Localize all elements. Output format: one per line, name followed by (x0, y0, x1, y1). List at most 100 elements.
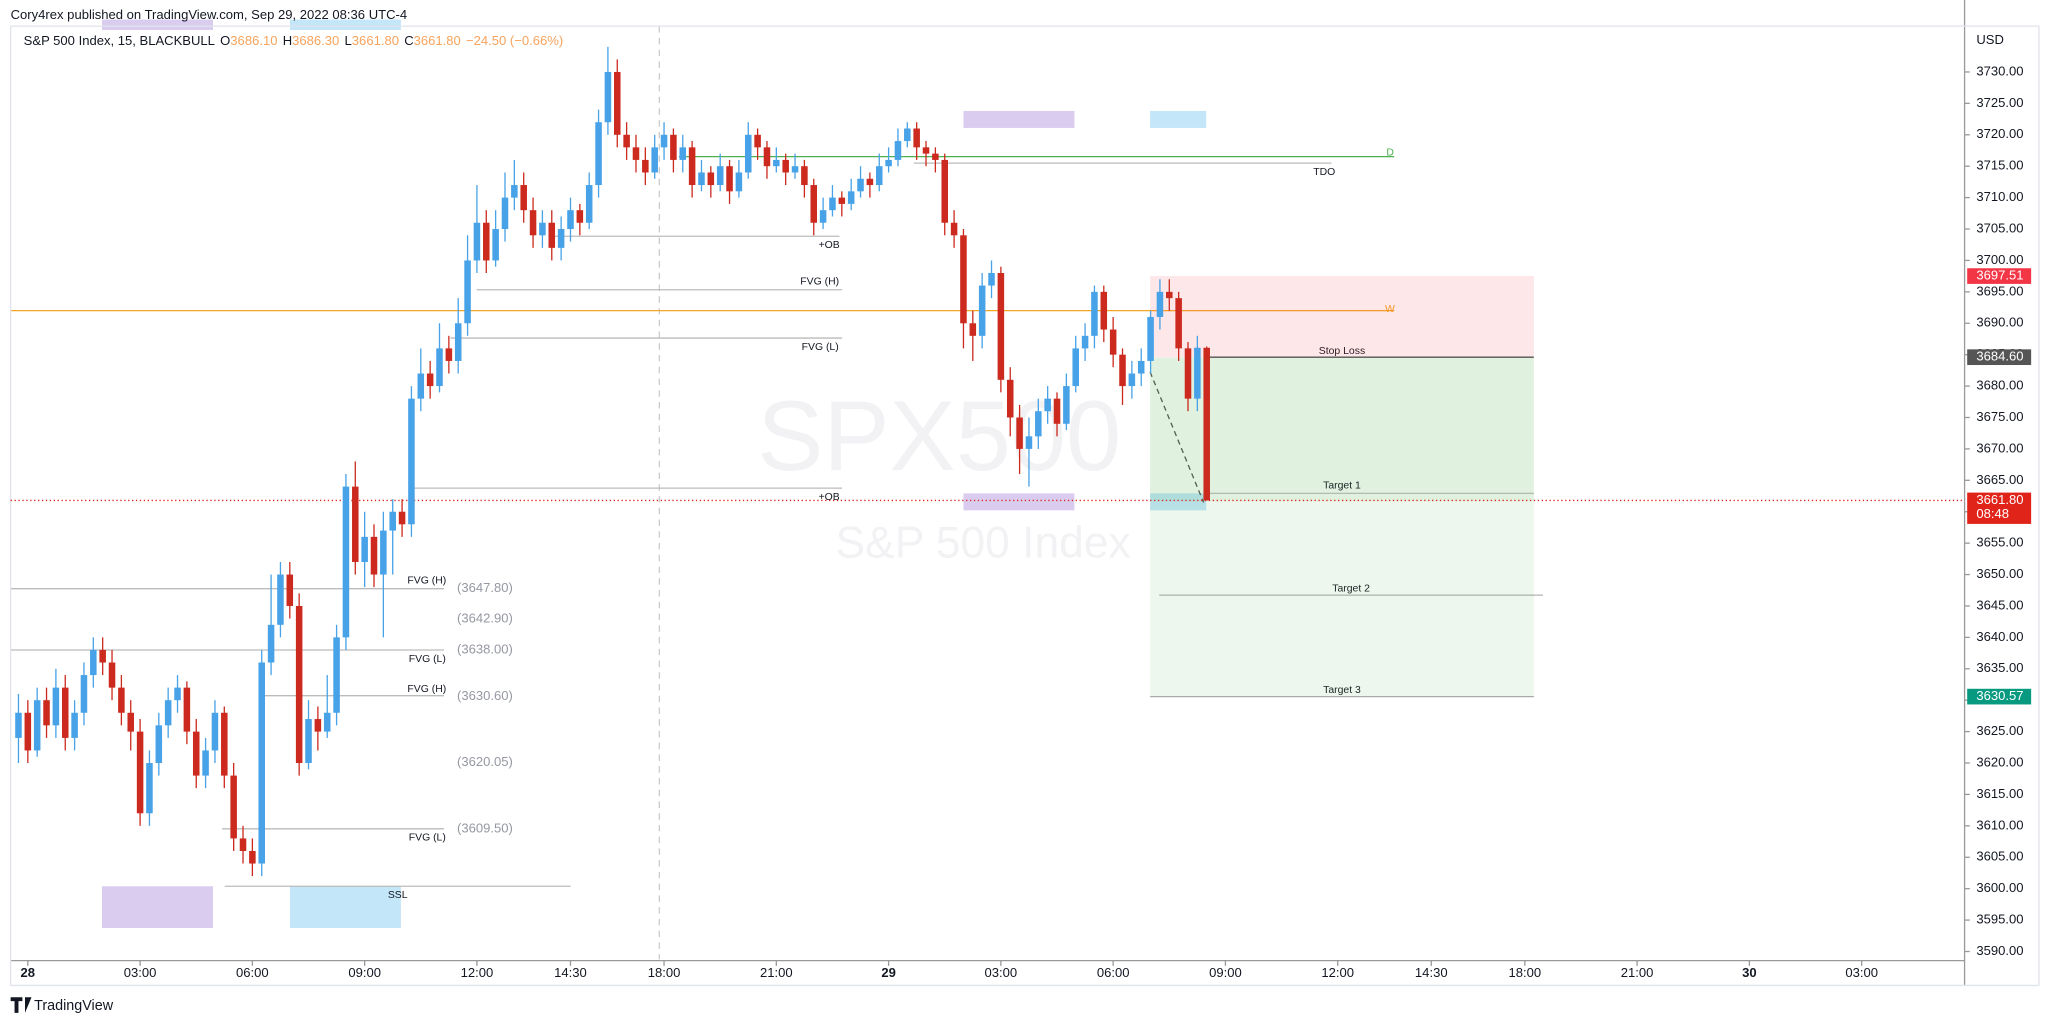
level-label: (3630.60) (457, 688, 513, 703)
candle-body (333, 637, 340, 713)
logo-icon (10, 997, 32, 1013)
candle-body (1156, 291, 1164, 317)
annotation: SSL (388, 890, 408, 901)
annotation: Target 3 (1323, 685, 1361, 696)
x-tick-label: 29 (881, 965, 896, 980)
footer-brand: TradingView (34, 998, 114, 1014)
candle-body (99, 649, 106, 663)
y-tick-label: 3645.00 (1976, 597, 2023, 612)
candle-body (426, 373, 434, 387)
candle-body (295, 605, 303, 764)
candle-body (454, 323, 462, 361)
candle-body (239, 838, 247, 851)
legend-value: 3661.80 (414, 33, 461, 48)
level-label: (3620.05) (457, 754, 513, 769)
candle-body (1100, 291, 1108, 330)
candle-body (211, 712, 219, 751)
x-tick-label: 12:00 (461, 965, 494, 980)
x-tick-label: 14:30 (1415, 965, 1448, 980)
annotation: +OB (819, 240, 840, 251)
zone-box (963, 110, 1075, 128)
x-tick-label: 03:00 (985, 965, 1018, 980)
candle-body (1053, 398, 1061, 424)
annotation: FVG (L) (802, 342, 839, 353)
candle-body (988, 273, 995, 286)
candle-body (408, 398, 415, 525)
countdown: 08:48 (1976, 506, 2009, 521)
x-tick-label: 14:30 (554, 965, 587, 980)
y-tick-label: 3650.00 (1976, 566, 2023, 581)
candle-body (71, 712, 78, 738)
zone-box (102, 19, 213, 31)
candle-body (1203, 347, 1210, 501)
level-label: (3609.50) (457, 820, 513, 835)
legend-value: 3686.30 (292, 33, 339, 48)
candle-body (43, 700, 50, 726)
legend-value: 3661.80 (352, 33, 399, 48)
candle-body (1137, 360, 1145, 374)
watermark-name: S&P 500 Index (836, 518, 1131, 567)
y-tick-label: 3710.00 (1976, 189, 2023, 204)
candle-body (829, 197, 836, 211)
candle-body (791, 166, 799, 173)
candle-body (118, 687, 125, 713)
y-tick-label: 3655.00 (1976, 535, 2023, 550)
zone-box (1150, 110, 1207, 128)
candle-body (164, 700, 172, 726)
y-tick-label: 3720.00 (1976, 126, 2023, 141)
candle-body (941, 159, 949, 223)
candle-body (108, 662, 116, 688)
candle-body (155, 725, 163, 764)
candle-body (249, 850, 256, 864)
zone-box (102, 886, 213, 929)
candle-body (1194, 347, 1201, 399)
candle-body (61, 687, 69, 738)
y-tick-label: 3600.00 (1976, 880, 2023, 895)
candle-body (417, 373, 425, 399)
candle-body (258, 662, 265, 864)
candle-body (342, 486, 350, 638)
legend-key: H (283, 33, 292, 48)
candle-body (389, 511, 396, 531)
candle-body (604, 71, 612, 123)
watermark: SPX500 (757, 381, 1121, 492)
legend-value: 3686.10 (230, 33, 277, 48)
annotation: FVG (L) (409, 833, 446, 844)
published-text: Cory4rex published on TradingView.com, S… (11, 7, 407, 22)
y-tick-label: 3730.00 (1976, 63, 2023, 78)
candle-body (1025, 436, 1033, 449)
candle-body (80, 675, 88, 713)
x-tick-label: 09:00 (1209, 965, 1242, 980)
candle-body (436, 348, 443, 387)
candle-body (492, 229, 499, 261)
candle-body (1091, 291, 1098, 336)
x-tick-label: 06:00 (1097, 965, 1130, 980)
candle-body (875, 166, 883, 186)
x-tick-label: 18:00 (1509, 965, 1542, 980)
candle-body (136, 731, 144, 814)
x-tick-label: 12:00 (1321, 965, 1354, 980)
price-tag-label: 3684.60 (1976, 349, 2023, 364)
candle-body (632, 147, 640, 160)
zone-box (963, 493, 1075, 511)
price-tag (1967, 349, 2032, 366)
y-tick-label: 3675.00 (1976, 409, 2023, 424)
candle-body (380, 530, 387, 575)
candle-body (1063, 386, 1070, 424)
target-zone (1150, 357, 1534, 502)
candle-body (688, 147, 696, 186)
candle-body (24, 712, 32, 751)
candle-body (370, 536, 378, 575)
symbol-legend: S&P 500 Index, 15, BLACKBULL O3686.10 H368… (24, 33, 564, 48)
candle-body (810, 185, 818, 223)
y-tick-label: 3625.00 (1976, 723, 2023, 738)
currency: USD (1976, 32, 2004, 47)
candle-body (1035, 411, 1042, 437)
annotation: FVG (H) (407, 576, 446, 587)
candle-body (52, 687, 60, 726)
x-tick-label: 09:00 (348, 965, 381, 980)
candle-body (501, 197, 509, 230)
x-tick-label: 21:00 (1621, 965, 1654, 980)
candle-body (932, 153, 939, 160)
candle-body (361, 536, 368, 562)
